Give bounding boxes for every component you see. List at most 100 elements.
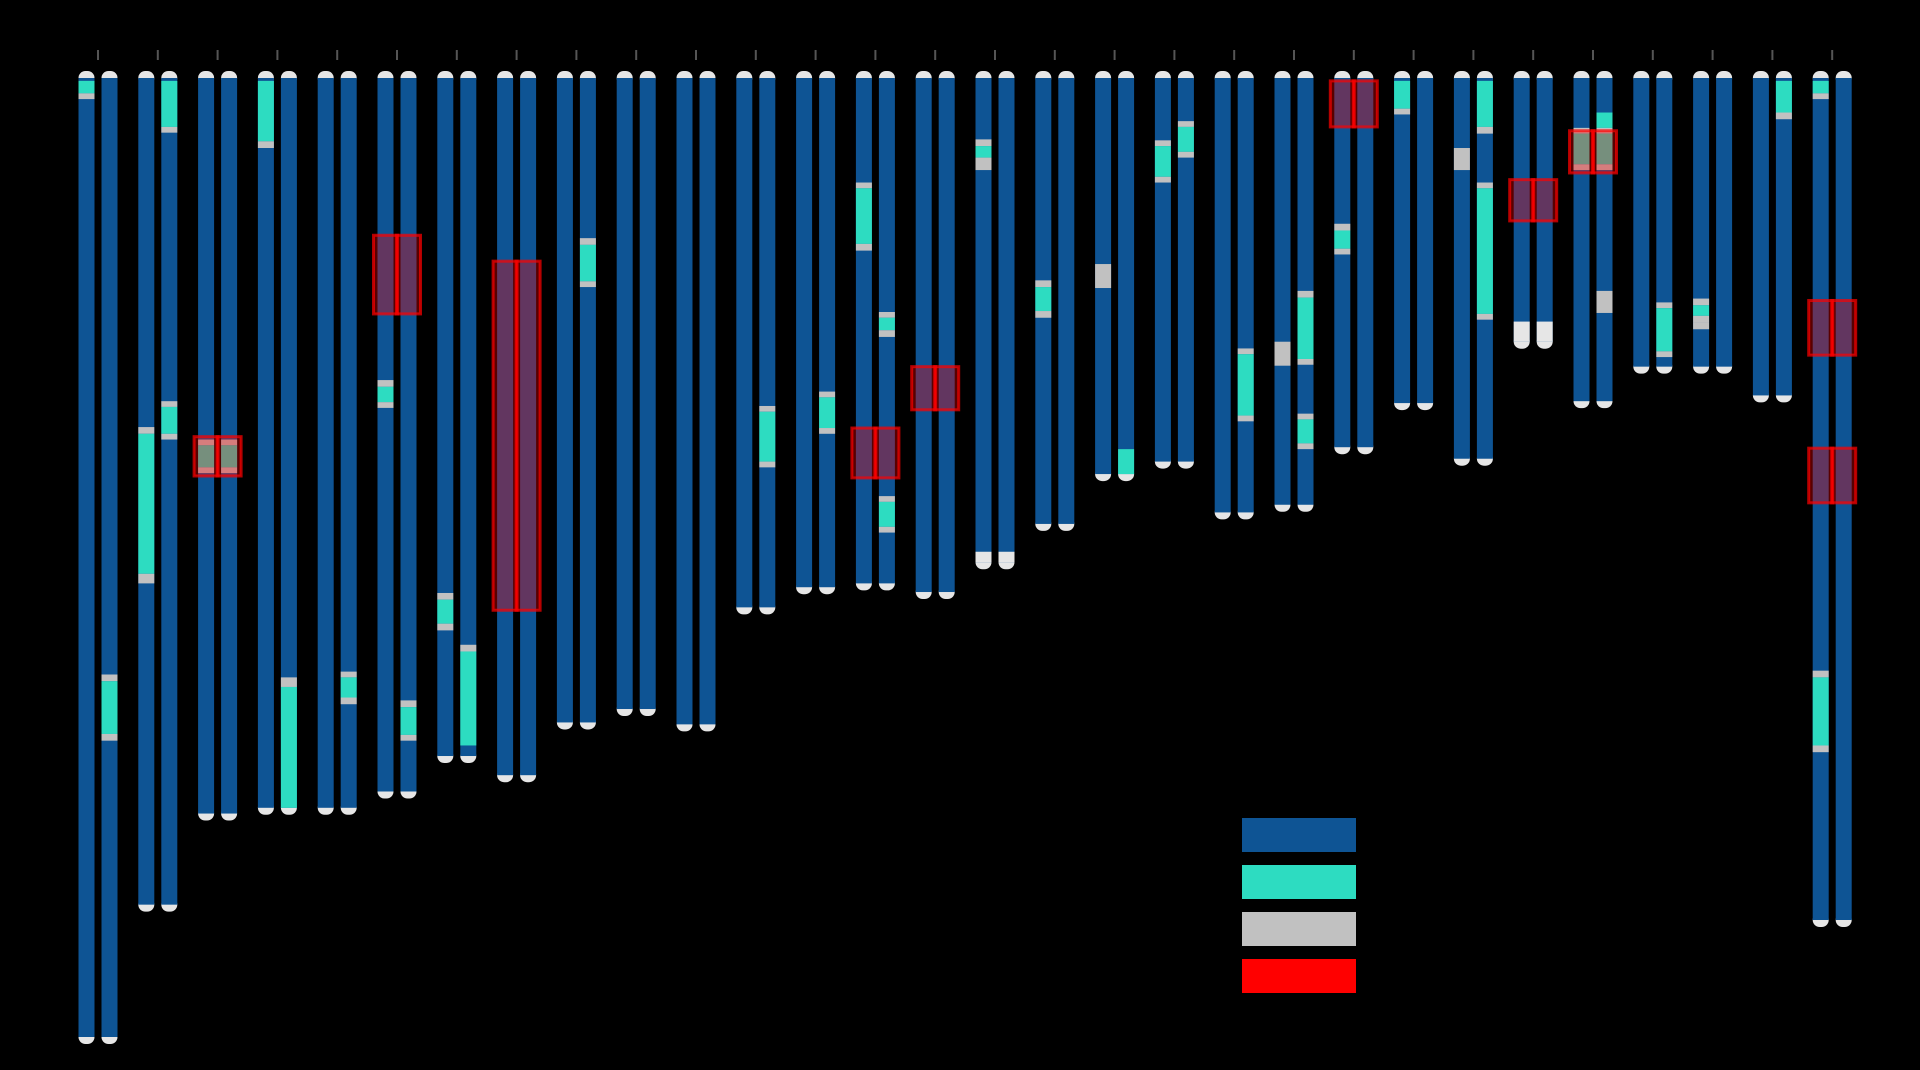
chromosome-body — [1417, 78, 1434, 404]
chromosome-body — [1334, 78, 1351, 448]
roh-segment — [1812, 677, 1829, 746]
roh-segment — [1035, 287, 1052, 312]
gap-segment — [878, 526, 895, 533]
chromosome-body — [915, 78, 932, 593]
gap-segment — [1237, 415, 1254, 422]
chromosome-body — [1214, 78, 1231, 513]
gap-segment — [1297, 358, 1314, 365]
chromosome-body — [497, 78, 514, 776]
chromosome-body — [1573, 78, 1590, 402]
roh-segment — [161, 406, 178, 434]
gap-segment — [1656, 351, 1673, 358]
gap-segment — [1297, 443, 1314, 450]
gap-segment — [1297, 413, 1314, 420]
chromosome-pair — [78, 71, 118, 1044]
chromosome-body — [1693, 78, 1710, 367]
gap-segment — [878, 330, 895, 337]
chromosome-pair — [850, 71, 901, 591]
gap-segment — [819, 428, 836, 434]
chromosome-pair — [257, 71, 297, 815]
gap-segment — [1394, 108, 1411, 115]
chromosome-pair — [1633, 71, 1673, 374]
gap-segment — [1693, 322, 1710, 330]
chromosome-pair — [491, 71, 542, 783]
terminal-segment — [975, 551, 992, 563]
chromosome-body — [1154, 78, 1171, 462]
highlight-region — [1830, 298, 1858, 357]
gap-segment — [975, 157, 992, 171]
legend-swatch-chromosome — [1242, 818, 1356, 852]
roh-segment — [1297, 297, 1314, 359]
gap-segment — [878, 311, 895, 318]
roh-segment — [1394, 80, 1411, 109]
highlight-region — [372, 233, 399, 316]
chromosome-pair — [1752, 71, 1792, 403]
chromosome-pair — [1508, 71, 1559, 349]
chromosome-pair — [1035, 71, 1075, 531]
chromosome-body — [1536, 78, 1553, 342]
gap-segment — [855, 182, 872, 189]
chromosome-body — [1118, 78, 1135, 475]
gap-segment — [1177, 151, 1194, 158]
chromosome-body — [1752, 78, 1769, 396]
gap-segment — [198, 439, 215, 446]
roh-segment — [198, 445, 215, 468]
chromosome-pair — [556, 71, 596, 730]
chromosome-body — [1656, 78, 1673, 367]
gap-segment — [819, 391, 836, 398]
roh-segment — [1596, 133, 1613, 165]
legend-swatch-highlight — [1242, 959, 1356, 993]
roh-segment — [280, 686, 297, 808]
highlight-region — [192, 435, 220, 478]
roh-segment — [377, 386, 394, 403]
chromosome-body — [377, 78, 394, 792]
roh-segment — [340, 677, 357, 698]
roh-segment — [1154, 146, 1171, 177]
gap-segment — [1334, 223, 1351, 231]
roh-segment — [855, 188, 872, 244]
roh-segment — [1775, 80, 1792, 113]
roh-segment — [1334, 230, 1351, 249]
chromosome-pair — [1807, 71, 1858, 928]
gap-segment — [1154, 176, 1171, 183]
roh-segment — [400, 707, 417, 735]
gap-segment — [1775, 112, 1792, 120]
roh-segment — [221, 445, 238, 468]
chromosome-pair — [910, 71, 961, 600]
roh-segment — [1693, 305, 1710, 316]
gap-segment — [1154, 140, 1171, 147]
gap-segment — [1297, 290, 1314, 298]
legend-swatch-gap — [1242, 912, 1356, 946]
gap-segment — [1596, 290, 1613, 313]
highlight-region — [933, 365, 961, 412]
roh-segment — [975, 146, 992, 158]
gap-segment — [1656, 302, 1673, 309]
gap-segment — [161, 433, 178, 440]
highlight-region — [1807, 298, 1835, 357]
chromosome-pair — [1328, 71, 1379, 455]
roh-segment — [1812, 80, 1829, 94]
highlight-region — [1807, 446, 1835, 505]
gap-segment — [377, 380, 394, 387]
chromosome-body — [520, 78, 537, 776]
gap-segment — [377, 402, 394, 408]
roh-segment — [1177, 126, 1194, 152]
chromosome-pair — [736, 71, 776, 615]
highlight-region — [491, 259, 519, 612]
chromosome-pair — [317, 71, 357, 815]
gap-segment — [1812, 670, 1829, 678]
roh-segment — [437, 599, 454, 624]
chromosome-body — [796, 78, 813, 588]
chromosome-pair — [1095, 71, 1135, 482]
chromosome-pairs — [78, 71, 1858, 1044]
chromosome-body — [938, 78, 955, 593]
highlight-region — [1531, 178, 1559, 223]
chromosome-pair — [796, 71, 836, 595]
gap-segment — [138, 573, 155, 584]
roh-segment — [1476, 80, 1493, 127]
chromosome-body — [1357, 78, 1374, 448]
chromosome-body — [340, 78, 357, 808]
chromosome-pair — [616, 71, 656, 717]
chromosome-body — [556, 78, 573, 723]
